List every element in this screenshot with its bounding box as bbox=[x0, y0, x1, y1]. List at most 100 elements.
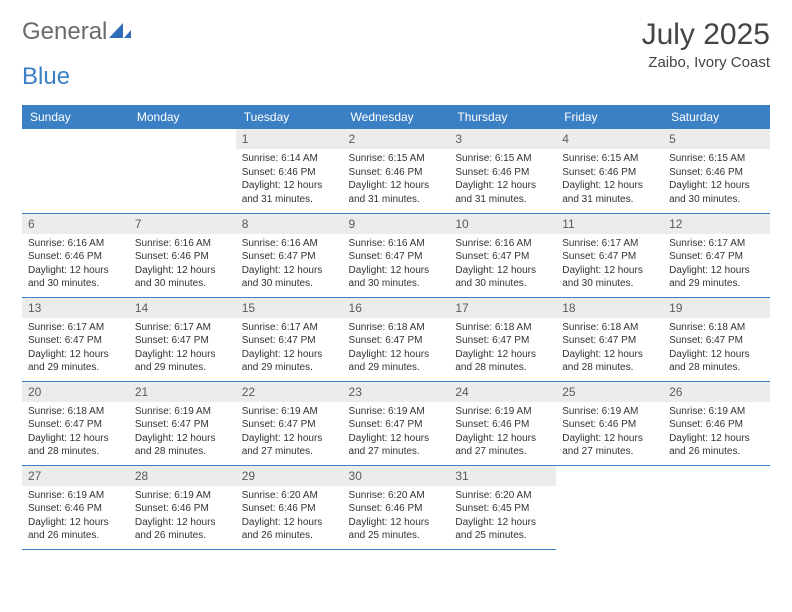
sunset-text: Sunset: 6:47 PM bbox=[242, 250, 337, 264]
sunrise-text: Sunrise: 6:18 AM bbox=[669, 321, 764, 335]
day-number: 1 bbox=[236, 129, 343, 149]
logo-text-1: General bbox=[22, 18, 107, 46]
logo: General bbox=[22, 18, 131, 46]
day-body: Sunrise: 6:16 AMSunset: 6:46 PMDaylight:… bbox=[129, 234, 236, 295]
calendar-cell: 17Sunrise: 6:18 AMSunset: 6:47 PMDayligh… bbox=[449, 297, 556, 381]
calendar-cell: 8Sunrise: 6:16 AMSunset: 6:47 PMDaylight… bbox=[236, 213, 343, 297]
daylight-text: Daylight: 12 hours and 26 minutes. bbox=[135, 516, 230, 543]
day-number: 6 bbox=[22, 214, 129, 234]
calendar-cell: 14Sunrise: 6:17 AMSunset: 6:47 PMDayligh… bbox=[129, 297, 236, 381]
sunset-text: Sunset: 6:47 PM bbox=[135, 418, 230, 432]
logo-sail-icon bbox=[109, 21, 131, 39]
calendar-cell: 1Sunrise: 6:14 AMSunset: 6:46 PMDaylight… bbox=[236, 129, 343, 213]
sunset-text: Sunset: 6:47 PM bbox=[455, 250, 550, 264]
day-number: 4 bbox=[556, 129, 663, 149]
sunrise-text: Sunrise: 6:19 AM bbox=[242, 405, 337, 419]
sunrise-text: Sunrise: 6:17 AM bbox=[562, 237, 657, 251]
day-number: 29 bbox=[236, 466, 343, 486]
day-number: 10 bbox=[449, 214, 556, 234]
day-number: 25 bbox=[556, 382, 663, 402]
day-body: Sunrise: 6:19 AMSunset: 6:46 PMDaylight:… bbox=[129, 486, 236, 547]
calendar-cell: 9Sunrise: 6:16 AMSunset: 6:47 PMDaylight… bbox=[343, 213, 450, 297]
day-body: Sunrise: 6:20 AMSunset: 6:46 PMDaylight:… bbox=[343, 486, 450, 547]
daylight-text: Daylight: 12 hours and 30 minutes. bbox=[562, 264, 657, 291]
day-number: 7 bbox=[129, 214, 236, 234]
calendar-cell: 3Sunrise: 6:15 AMSunset: 6:46 PMDaylight… bbox=[449, 129, 556, 213]
sunrise-text: Sunrise: 6:18 AM bbox=[562, 321, 657, 335]
sunset-text: Sunset: 6:46 PM bbox=[562, 418, 657, 432]
day-number: 22 bbox=[236, 382, 343, 402]
daylight-text: Daylight: 12 hours and 27 minutes. bbox=[562, 432, 657, 459]
sunset-text: Sunset: 6:46 PM bbox=[669, 166, 764, 180]
daylight-text: Daylight: 12 hours and 30 minutes. bbox=[242, 264, 337, 291]
sunset-text: Sunset: 6:47 PM bbox=[349, 334, 444, 348]
sunset-text: Sunset: 6:46 PM bbox=[349, 502, 444, 516]
calendar-cell: 19Sunrise: 6:18 AMSunset: 6:47 PMDayligh… bbox=[663, 297, 770, 381]
daylight-text: Daylight: 12 hours and 31 minutes. bbox=[349, 179, 444, 206]
sunrise-text: Sunrise: 6:18 AM bbox=[349, 321, 444, 335]
sunrise-text: Sunrise: 6:20 AM bbox=[455, 489, 550, 503]
day-number: 23 bbox=[343, 382, 450, 402]
day-body: Sunrise: 6:17 AMSunset: 6:47 PMDaylight:… bbox=[236, 318, 343, 379]
calendar-cell: 28Sunrise: 6:19 AMSunset: 6:46 PMDayligh… bbox=[129, 465, 236, 549]
sunrise-text: Sunrise: 6:16 AM bbox=[242, 237, 337, 251]
day-number: 11 bbox=[556, 214, 663, 234]
calendar-cell: 25Sunrise: 6:19 AMSunset: 6:46 PMDayligh… bbox=[556, 381, 663, 465]
daylight-text: Daylight: 12 hours and 29 minutes. bbox=[349, 348, 444, 375]
calendar-row: 1Sunrise: 6:14 AMSunset: 6:46 PMDaylight… bbox=[22, 129, 770, 213]
sunset-text: Sunset: 6:46 PM bbox=[242, 166, 337, 180]
daylight-text: Daylight: 12 hours and 30 minutes. bbox=[349, 264, 444, 291]
day-body: Sunrise: 6:19 AMSunset: 6:46 PMDaylight:… bbox=[663, 402, 770, 463]
sunset-text: Sunset: 6:47 PM bbox=[28, 418, 123, 432]
sunset-text: Sunset: 6:46 PM bbox=[28, 250, 123, 264]
sunset-text: Sunset: 6:47 PM bbox=[349, 418, 444, 432]
daylight-text: Daylight: 12 hours and 28 minutes. bbox=[135, 432, 230, 459]
calendar-cell: 22Sunrise: 6:19 AMSunset: 6:47 PMDayligh… bbox=[236, 381, 343, 465]
sunset-text: Sunset: 6:47 PM bbox=[455, 334, 550, 348]
daylight-text: Daylight: 12 hours and 27 minutes. bbox=[242, 432, 337, 459]
calendar-cell: 10Sunrise: 6:16 AMSunset: 6:47 PMDayligh… bbox=[449, 213, 556, 297]
sunrise-text: Sunrise: 6:19 AM bbox=[135, 405, 230, 419]
daylight-text: Daylight: 12 hours and 25 minutes. bbox=[349, 516, 444, 543]
sunset-text: Sunset: 6:46 PM bbox=[135, 250, 230, 264]
sunset-text: Sunset: 6:46 PM bbox=[135, 502, 230, 516]
sunset-text: Sunset: 6:47 PM bbox=[669, 334, 764, 348]
day-number: 12 bbox=[663, 214, 770, 234]
sunrise-text: Sunrise: 6:19 AM bbox=[28, 489, 123, 503]
sunset-text: Sunset: 6:46 PM bbox=[669, 418, 764, 432]
logo-line2: Blue bbox=[22, 63, 70, 91]
daylight-text: Daylight: 12 hours and 30 minutes. bbox=[28, 264, 123, 291]
day-body: Sunrise: 6:17 AMSunset: 6:47 PMDaylight:… bbox=[22, 318, 129, 379]
location: Zaibo, Ivory Coast bbox=[642, 54, 770, 71]
sunset-text: Sunset: 6:47 PM bbox=[562, 250, 657, 264]
day-number: 24 bbox=[449, 382, 556, 402]
col-sunday: Sunday bbox=[22, 105, 129, 129]
col-wednesday: Wednesday bbox=[343, 105, 450, 129]
day-number: 9 bbox=[343, 214, 450, 234]
day-body: Sunrise: 6:19 AMSunset: 6:47 PMDaylight:… bbox=[236, 402, 343, 463]
day-body: Sunrise: 6:18 AMSunset: 6:47 PMDaylight:… bbox=[449, 318, 556, 379]
sunrise-text: Sunrise: 6:16 AM bbox=[135, 237, 230, 251]
calendar-body: 1Sunrise: 6:14 AMSunset: 6:46 PMDaylight… bbox=[22, 129, 770, 549]
calendar-cell bbox=[556, 465, 663, 549]
daylight-text: Daylight: 12 hours and 29 minutes. bbox=[242, 348, 337, 375]
calendar-cell: 16Sunrise: 6:18 AMSunset: 6:47 PMDayligh… bbox=[343, 297, 450, 381]
daylight-text: Daylight: 12 hours and 26 minutes. bbox=[242, 516, 337, 543]
calendar-cell: 6Sunrise: 6:16 AMSunset: 6:46 PMDaylight… bbox=[22, 213, 129, 297]
day-number: 27 bbox=[22, 466, 129, 486]
header: General July 2025 Zaibo, Ivory Coast bbox=[22, 18, 770, 71]
sunrise-text: Sunrise: 6:19 AM bbox=[455, 405, 550, 419]
sunrise-text: Sunrise: 6:17 AM bbox=[28, 321, 123, 335]
day-body: Sunrise: 6:16 AMSunset: 6:47 PMDaylight:… bbox=[343, 234, 450, 295]
calendar-row: 27Sunrise: 6:19 AMSunset: 6:46 PMDayligh… bbox=[22, 465, 770, 549]
day-number: 2 bbox=[343, 129, 450, 149]
sunrise-text: Sunrise: 6:16 AM bbox=[455, 237, 550, 251]
calendar-cell: 26Sunrise: 6:19 AMSunset: 6:46 PMDayligh… bbox=[663, 381, 770, 465]
daylight-text: Daylight: 12 hours and 28 minutes. bbox=[28, 432, 123, 459]
sunrise-text: Sunrise: 6:17 AM bbox=[135, 321, 230, 335]
day-body: Sunrise: 6:19 AMSunset: 6:46 PMDaylight:… bbox=[22, 486, 129, 547]
day-number: 28 bbox=[129, 466, 236, 486]
daylight-text: Daylight: 12 hours and 30 minutes. bbox=[135, 264, 230, 291]
day-body: Sunrise: 6:16 AMSunset: 6:47 PMDaylight:… bbox=[449, 234, 556, 295]
daylight-text: Daylight: 12 hours and 30 minutes. bbox=[669, 179, 764, 206]
